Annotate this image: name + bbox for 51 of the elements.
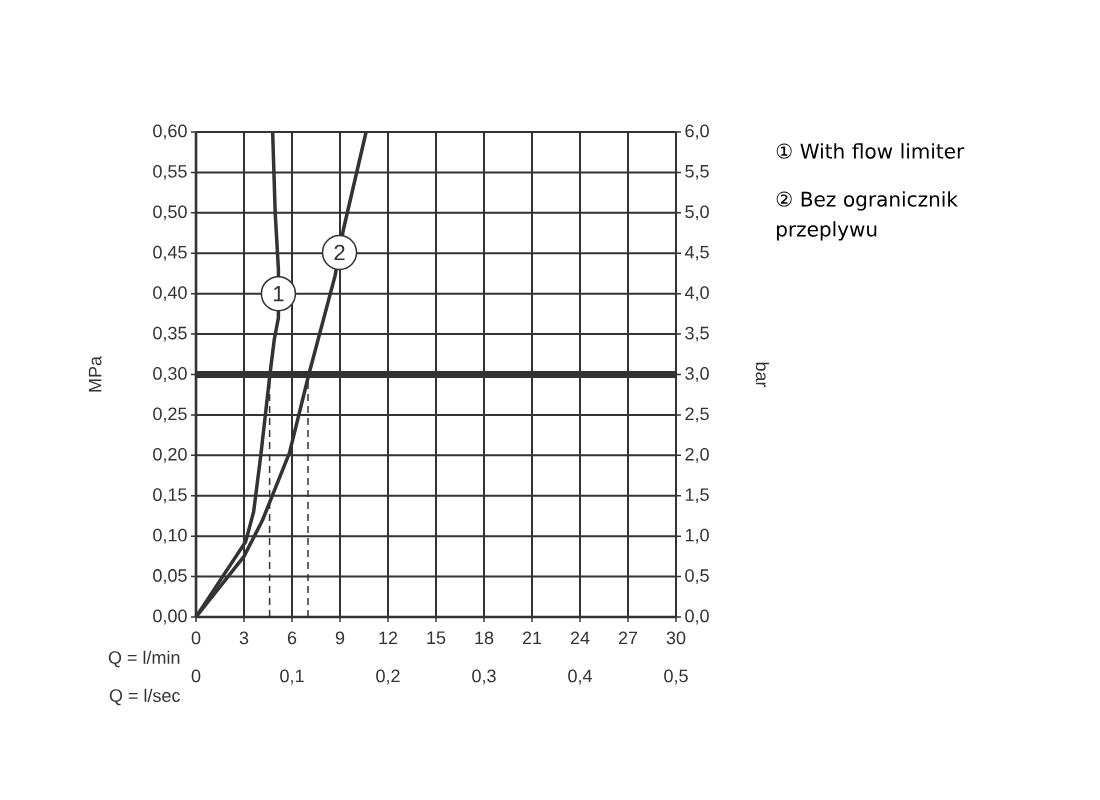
y2-tick-label: 0,0: [685, 609, 709, 625]
y-tick-label: 0,45: [153, 245, 187, 261]
text: ① With flow limiter: [776, 143, 965, 159]
y-tick-label: 0,00: [153, 609, 187, 625]
y-tick-label: 0,25: [153, 407, 187, 423]
y2-tick-label: 5,0: [685, 205, 709, 221]
y2-tick-label: 2,5: [685, 407, 709, 423]
x2-tick-label: 0: [191, 669, 201, 683]
x-tick-label: 9: [335, 631, 345, 645]
x-tick-label: 27: [618, 631, 638, 645]
x-tick-label: 30: [666, 631, 686, 645]
x2-tick-label: 0,4: [568, 669, 592, 685]
x2-tick-label: 0,5: [664, 669, 688, 685]
x2-tick-label: 0,3: [472, 669, 496, 685]
y-tick-label: 0,50: [153, 205, 187, 221]
x-tick-label: 18: [475, 631, 494, 645]
x2-tick-label: 0,2: [376, 669, 400, 685]
x2-axis-title: Q = l/sec: [109, 688, 180, 706]
y-tick-label: 0,05: [153, 569, 187, 585]
x-axis-title: Q = l/min: [108, 650, 180, 668]
x2-tick-label: 0,1: [280, 669, 304, 685]
y-tick-label: 0,10: [153, 528, 187, 544]
y-tick-label: 0,35: [153, 326, 187, 342]
x-tick-label: 15: [427, 631, 446, 645]
x-tick-label: 24: [570, 631, 590, 645]
y-tick-label: 0,20: [153, 447, 187, 463]
y2-tick-label: 3,5: [685, 326, 709, 342]
x-tick-label: 3: [239, 631, 249, 645]
x-tick-label: 6: [287, 631, 297, 645]
y2-axis-title: bar: [755, 362, 770, 388]
y-tick-label: 0,60: [153, 124, 187, 140]
y2-tick-label: 5,5: [685, 165, 709, 180]
y2-tick-label: 6,0: [685, 124, 709, 140]
y-tick-label: 0,40: [153, 286, 187, 302]
y2-tick-label: 0,5: [685, 569, 709, 585]
annotation: 2: [334, 244, 345, 261]
y2-tick-label: 3,0: [685, 367, 709, 382]
y2-tick-label: 1,5: [685, 488, 709, 504]
text: ② Bez ogranicznik przeplywu: [776, 191, 958, 241]
y-axis-title: MPa: [88, 355, 102, 392]
y2-tick-label: 4,0: [684, 286, 709, 302]
y-tick-label: 0,55: [153, 164, 187, 180]
y-tick-label: 0,15: [153, 488, 187, 504]
x-tick-label: 0: [191, 631, 201, 645]
x-tick-label: 21: [522, 631, 542, 645]
y2-tick-label: 1,0: [685, 528, 709, 544]
x-tick-label: 12: [379, 631, 398, 645]
y2-tick-label: 2,0: [685, 447, 709, 463]
y-tick-label: 0,30: [153, 367, 187, 382]
annotation: 1: [273, 286, 284, 302]
y2-tick-label: 4,5: [684, 245, 709, 261]
